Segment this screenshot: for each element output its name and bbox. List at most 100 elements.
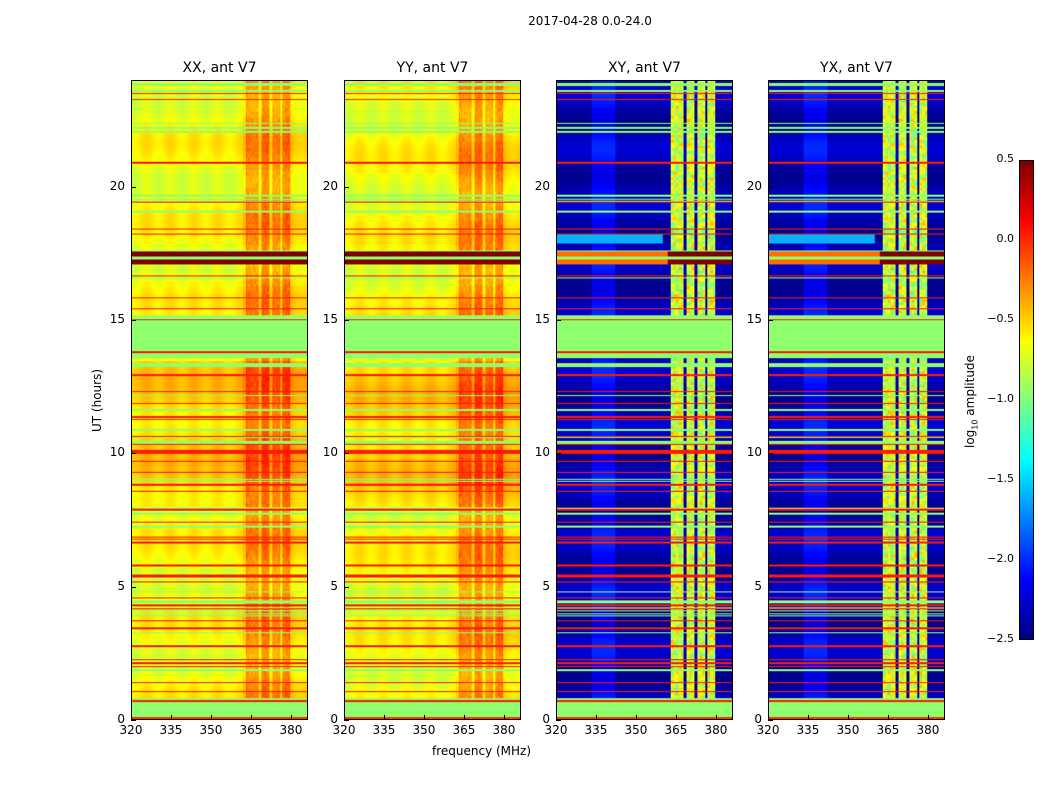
y-tick-mark (344, 320, 349, 321)
y-tick-label: 10 (322, 445, 338, 460)
y-tick-mark (556, 586, 561, 588)
x-tick-label: 365 (664, 723, 688, 737)
y-tick-label: 20 (534, 178, 550, 193)
panel-title: XY, ant V7 (608, 60, 681, 76)
x-tick-mark (635, 715, 637, 720)
y-tick-label: 10 (534, 445, 550, 460)
colorbar-tick-label: −1.5 (987, 472, 1014, 485)
y-tick-mark (556, 453, 561, 455)
y-tick-label: 15 (746, 312, 762, 326)
y-tick-mark (131, 320, 136, 321)
x-tick-mark (675, 715, 677, 720)
heatmap-cells (769, 81, 944, 719)
x-tick-mark (423, 715, 425, 720)
x-tick-mark (131, 715, 132, 720)
x-tick-mark (344, 715, 345, 720)
heatmap-panel (344, 80, 521, 720)
x-tick-label: 365 (876, 723, 900, 737)
x-tick-mark (383, 715, 385, 720)
panel-title: YX, ant V7 (820, 60, 893, 76)
y-tick-mark (556, 186, 561, 188)
y-tick-label: 20 (746, 178, 762, 193)
x-tick-mark (887, 715, 889, 720)
y-tick-mark (344, 186, 349, 188)
y-tick-label: 0 (542, 712, 550, 726)
y-axis-label: UT (hours) (90, 368, 104, 432)
x-tick-mark (250, 715, 252, 720)
x-tick-label: 320 (756, 723, 780, 737)
colorbar-tick-label: −0.5 (987, 312, 1014, 325)
x-tick-mark (715, 715, 717, 720)
x-tick-label: 320 (332, 723, 356, 737)
y-tick-label: 0 (117, 712, 125, 726)
heatmap-panel (556, 80, 733, 720)
heatmap-cells (557, 81, 732, 719)
y-tick-label: 5 (330, 578, 338, 593)
y-tick-mark (768, 320, 773, 321)
heatmap-panel (131, 80, 308, 720)
y-tick-label: 10 (746, 445, 762, 460)
y-tick-label: 5 (117, 578, 125, 593)
x-tick-mark (927, 715, 929, 720)
y-tick-label: 15 (534, 312, 550, 326)
panel-title: XX, ant V7 (182, 60, 257, 76)
x-tick-label: 350 (199, 723, 223, 737)
y-tick-mark (556, 320, 561, 321)
colorbar-gradient (1020, 161, 1033, 639)
x-tick-mark (556, 715, 557, 720)
colorbar-tick-label: 0.0 (996, 232, 1015, 245)
x-tick-label: 335 (372, 723, 396, 737)
y-tick-mark (131, 720, 136, 721)
x-tick-label: 320 (119, 723, 143, 737)
y-tick-label: 15 (322, 312, 338, 326)
y-tick-label: 15 (109, 312, 125, 326)
x-tick-label: 320 (544, 723, 568, 737)
y-tick-label: 5 (754, 578, 762, 593)
y-tick-mark (131, 453, 136, 455)
x-tick-mark (847, 715, 849, 720)
y-tick-mark (131, 186, 136, 188)
colorbar-tick-label: −2.0 (987, 552, 1014, 565)
x-tick-mark (210, 715, 212, 720)
x-tick-mark (463, 715, 465, 720)
y-tick-mark (768, 186, 773, 188)
x-tick-label: 335 (159, 723, 183, 737)
y-tick-mark (768, 720, 773, 721)
x-tick-label: 365 (452, 723, 476, 737)
x-axis-label: frequency (MHz) (432, 744, 532, 758)
colorbar-tick-label: −1.0 (987, 392, 1014, 405)
x-tick-label: 335 (584, 723, 608, 737)
x-tick-label: 350 (624, 723, 648, 737)
heatmap-cells (345, 81, 520, 719)
x-tick-label: 365 (239, 723, 263, 737)
x-tick-mark (595, 715, 597, 720)
y-tick-label: 10 (109, 445, 125, 460)
colorbar-tick-label: −2.5 (987, 632, 1014, 645)
y-tick-mark (344, 720, 349, 721)
colorbar-tick-label: 0.5 (996, 152, 1015, 165)
x-tick-label: 350 (836, 723, 860, 737)
x-tick-mark (170, 715, 172, 720)
heatmap-cells (132, 81, 307, 719)
y-tick-label: 0 (330, 712, 338, 726)
y-tick-mark (344, 586, 349, 588)
x-tick-label: 350 (412, 723, 436, 737)
x-tick-mark (503, 715, 505, 720)
y-tick-label: 0 (754, 712, 762, 726)
y-tick-mark (768, 453, 773, 455)
x-tick-mark (290, 715, 292, 720)
figure-title: 2017-04-28 0.0-24.0 (528, 14, 652, 28)
y-tick-mark (768, 586, 773, 588)
x-tick-mark (807, 715, 809, 720)
panel-title: YY, ant V7 (396, 60, 469, 76)
x-tick-label: 380 (704, 723, 728, 737)
colorbar-label: log10 amplitude (963, 355, 980, 448)
y-tick-label: 20 (322, 178, 338, 193)
x-tick-label: 380 (916, 723, 940, 737)
y-tick-mark (344, 453, 349, 455)
y-tick-label: 5 (542, 578, 550, 593)
x-tick-mark (768, 715, 769, 720)
y-tick-label: 20 (109, 178, 125, 193)
x-tick-label: 335 (796, 723, 820, 737)
